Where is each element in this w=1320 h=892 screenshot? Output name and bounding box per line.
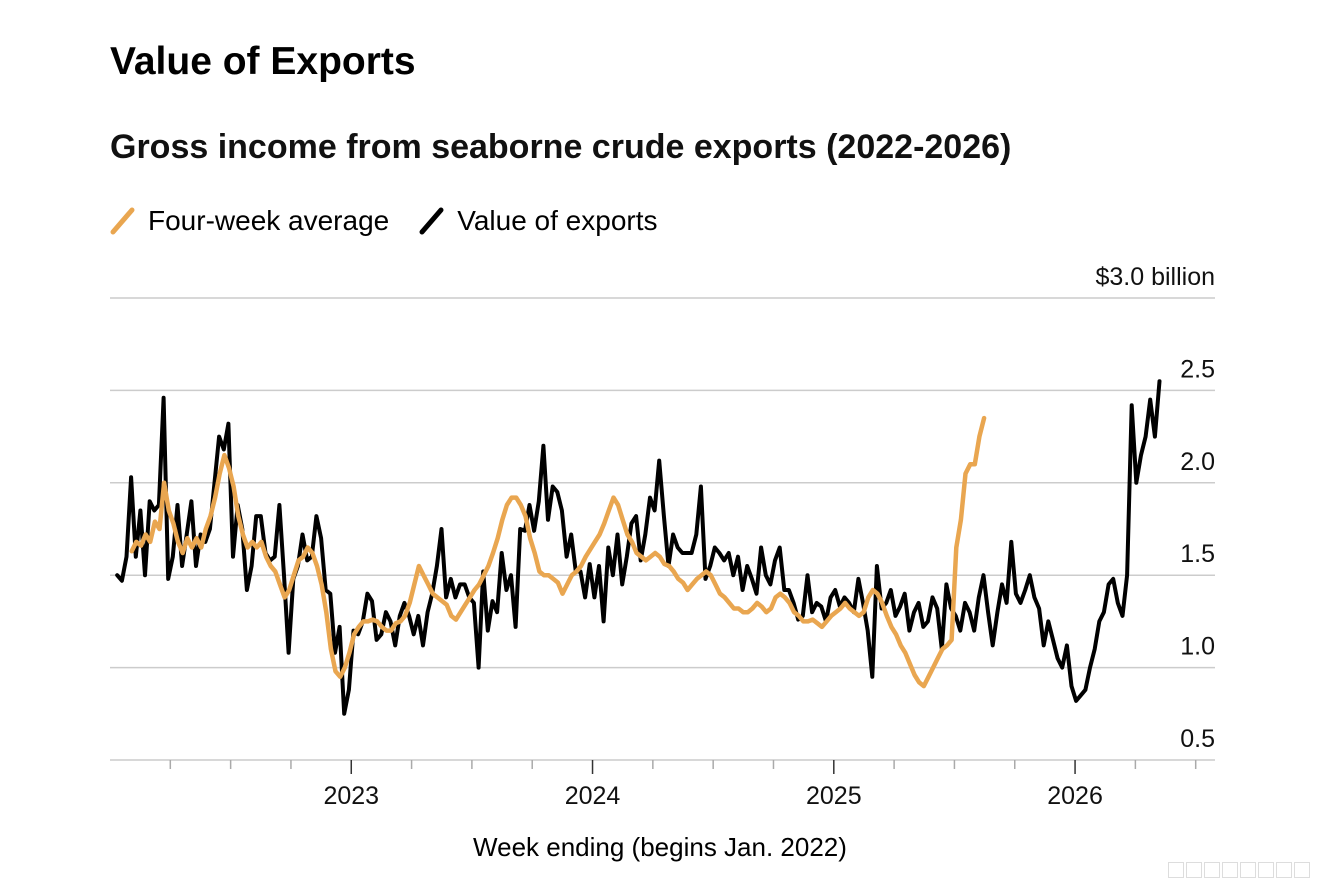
watermark	[1168, 862, 1310, 878]
legend-label-average: Four-week average	[148, 205, 390, 236]
legend-swatch-value	[419, 207, 444, 235]
legend-item-average: Four-week average	[110, 205, 389, 237]
x-tick-label: 2025	[806, 782, 862, 810]
y-tick-label: 0.5	[1180, 725, 1215, 753]
legend-item-value: Value of exports	[419, 205, 658, 237]
y-tick-label: $3.0 billion	[1095, 263, 1215, 291]
legend-label-value: Value of exports	[457, 205, 658, 236]
chart-subtitle: Gross income from seaborne crude exports…	[110, 128, 1012, 166]
chart-title: Value of Exports	[110, 40, 416, 83]
x-tick-label: 2026	[1047, 782, 1103, 810]
y-tick-label: 1.5	[1180, 540, 1215, 568]
series-line-value-of-exports	[115, 379, 1162, 716]
x-axis-label: Week ending (begins Jan. 2022)	[473, 832, 847, 862]
legend: Four-week average Value of exports	[110, 205, 688, 237]
y-tick-label: 1.0	[1180, 633, 1215, 661]
x-tick-label: 2024	[565, 782, 621, 810]
legend-swatch-average	[110, 207, 135, 235]
y-tick-label: 2.5	[1180, 355, 1215, 383]
y-tick-label: 2.0	[1180, 448, 1215, 476]
series-line-four-week-average	[129, 415, 987, 689]
x-tick-label: 2023	[323, 782, 379, 810]
